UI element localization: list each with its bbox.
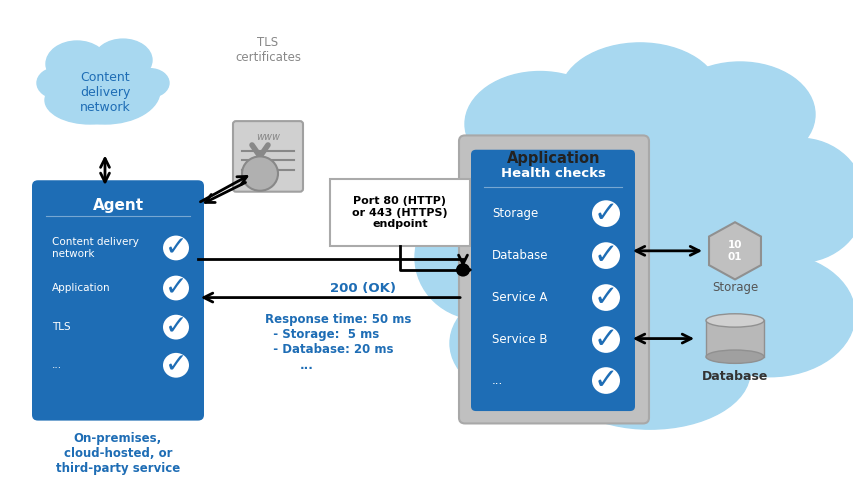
Ellipse shape — [684, 253, 853, 377]
Ellipse shape — [46, 41, 107, 87]
Circle shape — [591, 242, 619, 269]
Ellipse shape — [664, 62, 814, 167]
Text: Database: Database — [701, 370, 768, 383]
Text: ✓: ✓ — [165, 314, 187, 340]
Ellipse shape — [705, 350, 763, 363]
Circle shape — [591, 200, 619, 227]
Ellipse shape — [734, 138, 853, 262]
Text: ✓: ✓ — [165, 275, 187, 301]
Text: ✓: ✓ — [593, 284, 618, 312]
Text: ✓: ✓ — [165, 235, 187, 261]
Text: On-premises,
cloud-hosted, or
third-party service: On-premises, cloud-hosted, or third-part… — [55, 432, 180, 475]
Circle shape — [591, 326, 619, 353]
FancyBboxPatch shape — [329, 180, 469, 246]
Text: Storage: Storage — [711, 281, 757, 294]
Circle shape — [163, 315, 189, 339]
Text: ✓: ✓ — [593, 241, 618, 270]
Text: Content delivery
network: Content delivery network — [52, 237, 139, 259]
Circle shape — [591, 284, 619, 311]
Ellipse shape — [560, 43, 719, 148]
Circle shape — [163, 353, 189, 378]
Text: Port 80 (HTTP)
or 443 (HTTPS)
endpoint: Port 80 (HTTP) or 443 (HTTPS) endpoint — [351, 196, 447, 229]
Text: www: www — [256, 132, 280, 143]
Text: ✓: ✓ — [593, 200, 618, 228]
Text: - Database: 20 ms: - Database: 20 ms — [264, 343, 393, 356]
FancyBboxPatch shape — [233, 121, 303, 192]
Text: 200 (OK): 200 (OK) — [329, 282, 396, 295]
Ellipse shape — [499, 133, 779, 324]
Ellipse shape — [37, 68, 77, 98]
Text: Agent: Agent — [92, 198, 143, 213]
Polygon shape — [708, 222, 760, 279]
Text: Database: Database — [491, 249, 548, 262]
Ellipse shape — [705, 314, 763, 327]
Ellipse shape — [94, 39, 152, 81]
Text: Application: Application — [507, 151, 600, 166]
Text: ...: ... — [52, 360, 62, 370]
Text: Service B: Service B — [491, 333, 547, 346]
Text: TLS: TLS — [52, 322, 71, 332]
Text: TLS
certificates: TLS certificates — [235, 36, 300, 63]
Ellipse shape — [45, 76, 135, 124]
FancyBboxPatch shape — [471, 150, 635, 411]
Circle shape — [163, 276, 189, 300]
Text: Response time: 50 ms: Response time: 50 ms — [264, 313, 411, 326]
Ellipse shape — [549, 315, 749, 429]
Circle shape — [456, 263, 469, 276]
Text: ✓: ✓ — [165, 352, 187, 378]
FancyBboxPatch shape — [458, 135, 648, 423]
Ellipse shape — [450, 286, 609, 401]
Text: ✓: ✓ — [593, 367, 618, 395]
Circle shape — [163, 236, 189, 260]
Text: 10
01: 10 01 — [727, 240, 741, 262]
Text: - Storage:  5 ms: - Storage: 5 ms — [264, 328, 379, 341]
Text: ...: ... — [299, 359, 314, 372]
Circle shape — [591, 367, 619, 394]
Ellipse shape — [474, 124, 644, 257]
Text: Health checks: Health checks — [500, 167, 605, 180]
Text: Service A: Service A — [491, 291, 547, 304]
Ellipse shape — [131, 69, 169, 97]
Text: Application: Application — [52, 283, 111, 293]
Bar — [705, 321, 763, 357]
Text: ...: ... — [491, 374, 502, 387]
Ellipse shape — [464, 72, 614, 177]
Ellipse shape — [50, 57, 160, 124]
Text: ✓: ✓ — [593, 325, 618, 354]
Text: Content
delivery
network: Content delivery network — [79, 71, 131, 114]
Circle shape — [241, 156, 278, 191]
Text: Storage: Storage — [491, 207, 537, 220]
Ellipse shape — [415, 195, 544, 320]
FancyBboxPatch shape — [32, 180, 204, 420]
